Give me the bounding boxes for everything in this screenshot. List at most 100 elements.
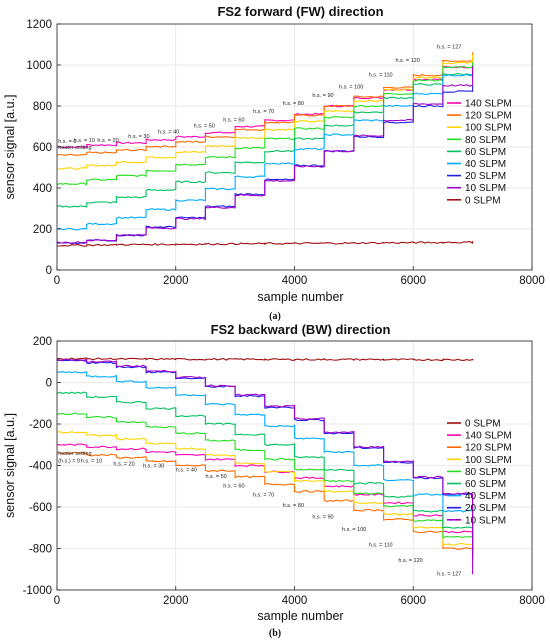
legend-label: 120 SLPM xyxy=(465,111,512,122)
heater-setting-annotation: h.s. = 90 xyxy=(312,93,333,99)
series-line-80-slpm xyxy=(56,62,474,186)
legend-label: 20 SLPM xyxy=(465,503,506,514)
heater-setting-annotation: h.s. = 70 xyxy=(253,109,274,115)
series-line-10-slpm xyxy=(56,358,474,575)
y-tick-label: 1200 xyxy=(26,19,52,31)
legend-label: 80 SLPM xyxy=(465,467,506,478)
series-line-40-slpm xyxy=(56,371,474,557)
legend-label: 140 SLPM xyxy=(465,431,512,442)
y-tick-label: 600 xyxy=(33,142,52,154)
series-line-0-slpm xyxy=(57,241,474,247)
series-line-40-slpm xyxy=(56,70,474,231)
heater-setting-annotation: h.s. = 20 xyxy=(97,138,118,144)
series-line-80-slpm xyxy=(56,412,474,554)
legend-label: 40 SLPM xyxy=(465,491,506,502)
chart-panel-b: 0 2000 4000 6000 8000 -1000 -800 -600 -400 -200 0 2… xyxy=(3,322,545,639)
y-tick-label: 200 xyxy=(33,224,52,236)
y-tick-label: 200 xyxy=(33,336,52,348)
series-line-100-slpm xyxy=(56,431,474,557)
x-tick-label: 2000 xyxy=(163,595,189,607)
heater-setting-annotation: h.s. = 127 xyxy=(437,45,461,51)
x-tick-label: 6000 xyxy=(400,275,426,287)
legend-label: 80 SLPM xyxy=(465,135,506,146)
heater-setting-annotation: h.s. = 30 xyxy=(143,464,164,470)
series-line-120-slpm xyxy=(56,451,474,560)
heater-setting-annotation: h.s. = 80 xyxy=(283,101,304,107)
heater-setting-annotation: heater setting xyxy=(58,145,91,151)
y-tick-label: -1000 xyxy=(23,585,52,597)
heater-setting-annotation: h.s. = 90 xyxy=(312,514,333,520)
x-tick-label: 8000 xyxy=(519,595,545,607)
heater-setting-annotation: h.s. = 10 xyxy=(74,138,95,144)
legend-label: 100 SLPM xyxy=(465,123,512,134)
legend-label: 10 SLPM xyxy=(465,515,506,526)
panel-label: (a) xyxy=(269,311,281,322)
legend-label: 40 SLPM xyxy=(465,159,506,170)
heater-setting-annotation: h.s. = 110 xyxy=(369,72,393,78)
y-tick-label: -800 xyxy=(29,544,52,556)
legend-label: 60 SLPM xyxy=(465,479,506,490)
series-line-60-slpm xyxy=(56,72,474,208)
heater-setting-annotation: h.s. = 120 xyxy=(398,558,422,564)
legend-label: 10 SLPM xyxy=(465,183,506,194)
heater-setting-annotation: h.s. = 50 xyxy=(194,124,215,130)
heater-setting-annotation: h.s. = 20 xyxy=(113,462,134,468)
y-axis-label: sensor signal [a.u.] xyxy=(3,95,17,200)
y-tick-label: 400 xyxy=(33,183,52,195)
heater-setting-annotation: h.s. = 110 xyxy=(369,542,393,548)
series-line-20-slpm xyxy=(56,85,474,245)
series-line-140-slpm xyxy=(56,443,474,558)
heater-setting-annotation: h.s. = 30 xyxy=(128,134,149,140)
heater-setting-annotation: (h.s.) = 0 xyxy=(58,458,80,464)
x-tick-label: 4000 xyxy=(282,595,308,607)
legend-label: 140 SLPM xyxy=(465,99,512,110)
y-axis-label: sensor signal [a.u.] xyxy=(3,413,17,518)
y-tick-label: 0 xyxy=(46,265,52,277)
legend-label: 0 SLPM xyxy=(465,195,501,206)
legend-label: 120 SLPM xyxy=(465,443,512,454)
y-tick-label: -600 xyxy=(29,502,52,514)
heater-setting-annotation: h.s. = 40 xyxy=(158,130,179,136)
legend-label: 60 SLPM xyxy=(465,147,506,158)
y-tick-label: 800 xyxy=(33,101,52,113)
heater-setting-annotation: heater setting xyxy=(58,451,91,457)
y-tick-label: 0 xyxy=(46,378,52,390)
y-tick-label: -400 xyxy=(29,461,52,473)
heater-setting-annotation: h.s. = 120 xyxy=(395,58,419,64)
series-line-120-slpm xyxy=(56,52,474,156)
y-tick-label: 1000 xyxy=(26,60,52,72)
x-axis-label: sample number xyxy=(257,290,343,304)
x-tick-label: 8000 xyxy=(519,275,545,287)
series-line-10-slpm xyxy=(56,65,474,244)
heater-setting-annotation: h.s. = 50 xyxy=(205,474,226,480)
heater-setting-annotation: h.s. = 100 xyxy=(342,527,366,533)
heater-setting-annotation: h.s. = 0 xyxy=(58,139,76,145)
heater-setting-annotation: h.s. = 10 xyxy=(81,458,102,464)
y-tick-label: -200 xyxy=(29,419,52,431)
x-tick-label: 0 xyxy=(54,595,60,607)
x-axis-label: sample number xyxy=(257,609,343,623)
series-line-60-slpm xyxy=(56,391,474,550)
heater-setting-annotation: h.s. = 70 xyxy=(253,493,274,499)
heater-setting-annotation: h.s. = 80 xyxy=(283,503,304,509)
heater-setting-annotation: h.s. = 127 xyxy=(437,571,461,577)
legend-label: 20 SLPM xyxy=(465,171,506,182)
legend-label: 0 SLPM xyxy=(465,419,501,430)
panel-label: (b) xyxy=(269,628,281,639)
chart-title: FS2 forward (FW) direction xyxy=(217,4,383,19)
series-line-0-slpm xyxy=(56,357,474,362)
heater-setting-annotation: h.s. = 100 xyxy=(339,85,363,91)
chart-panel-a: 0 2000 4000 6000 8000 0 200 400 600 800 1000 1200 FS… xyxy=(3,4,545,322)
x-tick-label: 0 xyxy=(54,275,60,287)
chart-title: FS2 backward (BW) direction xyxy=(211,322,391,337)
series-line-100-slpm xyxy=(56,54,474,170)
x-tick-label: 2000 xyxy=(163,275,189,287)
heater-setting-annotation: h.s. = 40 xyxy=(176,468,197,474)
series-line-140-slpm xyxy=(56,58,474,149)
legend-label: 100 SLPM xyxy=(465,455,512,466)
series-line-20-slpm xyxy=(56,359,474,554)
x-tick-label: 4000 xyxy=(282,275,308,287)
heater-setting-annotation: h.s. = 60 xyxy=(223,117,244,123)
x-tick-label: 6000 xyxy=(400,595,426,607)
